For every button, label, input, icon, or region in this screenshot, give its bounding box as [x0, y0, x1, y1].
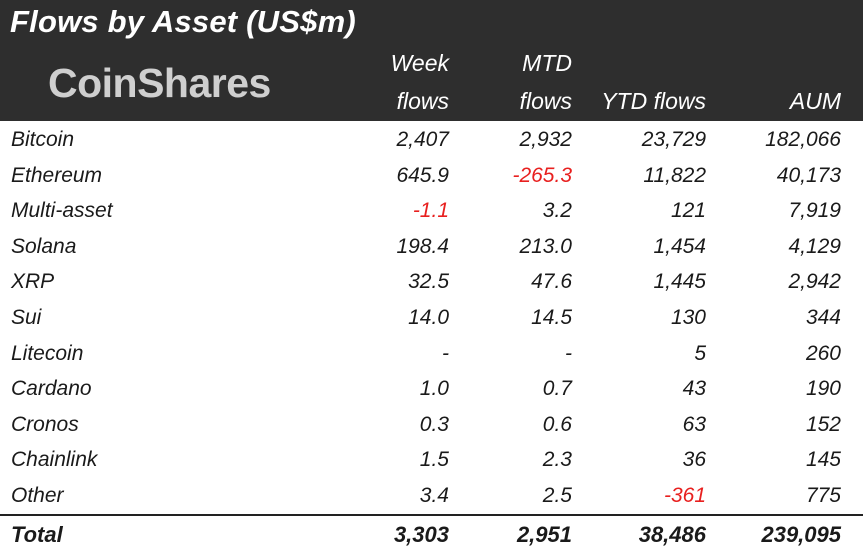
mtd-value: 2.5 [542, 484, 572, 507]
ytd-value: 63 [682, 412, 706, 436]
week-header-line1: Week [390, 50, 449, 76]
asset-name: Ethereum [11, 163, 103, 187]
week-header-line2: flows [396, 88, 449, 114]
table-row: Chainlink 1.5 2.3 36 145 [0, 441, 863, 477]
mtd-value: 2.3 [542, 448, 572, 472]
mtd-value: - [565, 341, 572, 365]
table-row: Other 3.4 2.5 -361 775 [0, 477, 863, 513]
week-value: 645.9 [396, 163, 449, 187]
coinshares-logo: CoinShares [48, 60, 271, 106]
week-value: 2,407 [396, 128, 449, 151]
total-row: Total 3,303 2,951 38,486 239,095 [0, 515, 863, 551]
ytd-value: 43 [682, 377, 706, 401]
page-title: Flows by Asset (US$m) [10, 4, 356, 39]
week-value: 3.4 [419, 484, 449, 507]
ytd-header: YTD flows [601, 88, 706, 114]
ytd-value: 1,445 [653, 270, 706, 294]
aum-value: 239,095 [761, 521, 841, 547]
aum-value: 182,066 [765, 128, 841, 151]
mtd-value: 47.6 [531, 270, 572, 294]
ytd-value: 1,454 [653, 234, 706, 258]
aum-value: 145 [805, 448, 841, 472]
mtd-value: 0.6 [542, 412, 572, 436]
mtd-value: 3.2 [542, 199, 572, 223]
table-row: Multi-asset -1.1 3.2 121 7,919 [0, 192, 863, 228]
week-value: 3,303 [393, 521, 449, 547]
mtd-value: 213.0 [519, 234, 572, 258]
aum-value: 152 [805, 412, 841, 436]
table-row: Cronos 0.3 0.6 63 152 [0, 406, 863, 442]
table-row: XRP 32.5 47.6 1,445 2,942 [0, 263, 863, 299]
mtd-header-line1: MTD [522, 50, 572, 76]
week-value: -1.1 [412, 199, 449, 223]
mtd-value: 2,932 [519, 128, 572, 151]
table-row: Solana 198.4 213.0 1,454 4,129 [0, 228, 863, 264]
asset-name: Multi-asset [11, 199, 113, 223]
aum-header: AUM [789, 88, 841, 114]
ytd-value: 11,822 [643, 163, 706, 187]
mtd-header-line2: flows [519, 88, 572, 114]
table-row: Litecoin - - 5 260 [0, 335, 863, 371]
asset-name: Cardano [11, 377, 92, 401]
table-row: Ethereum 645.9 -265.3 11,822 40,173 [0, 157, 863, 193]
ytd-value: 38,486 [638, 521, 706, 547]
table-row: Sui 14.0 14.5 130 344 [0, 299, 863, 335]
ytd-value: 5 [694, 341, 706, 365]
mtd-value: -265.3 [512, 163, 572, 187]
table-row: Bitcoin 2,407 2,932 23,729 182,066 [0, 121, 863, 157]
mtd-value: 2,951 [516, 521, 572, 547]
week-value: 1.5 [419, 448, 449, 472]
asset-name: Sui [11, 306, 42, 329]
aum-value: 775 [805, 484, 841, 507]
aum-value: 4,129 [788, 234, 841, 258]
table-row: Cardano 1.0 0.7 43 190 [0, 370, 863, 406]
asset-name: Cronos [11, 412, 79, 436]
week-value: 198.4 [396, 234, 449, 258]
aum-value: 40,173 [776, 163, 841, 187]
week-value: 1.0 [419, 377, 449, 401]
ytd-value: 121 [670, 199, 706, 223]
asset-name: XRP [11, 270, 55, 294]
asset-name: Chainlink [11, 448, 98, 472]
asset-name: Bitcoin [11, 128, 75, 151]
week-value: 14.0 [408, 306, 449, 329]
asset-name: Other [11, 484, 64, 507]
ytd-value: 130 [670, 306, 706, 329]
aum-value: 344 [805, 306, 841, 329]
mtd-value: 0.7 [542, 377, 572, 401]
week-value: 32.5 [408, 270, 449, 294]
aum-value: 190 [805, 377, 841, 401]
mtd-value: 14.5 [531, 306, 572, 329]
table-header: Flows by Asset (US$m) CoinShares Week fl… [0, 0, 863, 121]
aum-value: 2,942 [788, 270, 841, 294]
asset-name: Solana [11, 234, 77, 258]
week-value: 0.3 [419, 412, 449, 436]
aum-value: 260 [805, 341, 841, 365]
ytd-value: -361 [663, 484, 706, 507]
total-label: Total [11, 521, 63, 547]
total-divider [0, 513, 863, 516]
week-value: - [442, 341, 449, 365]
ytd-value: 36 [682, 448, 706, 472]
aum-value: 7,919 [788, 199, 841, 223]
asset-name: Litecoin [11, 341, 84, 365]
ytd-value: 23,729 [641, 128, 706, 151]
